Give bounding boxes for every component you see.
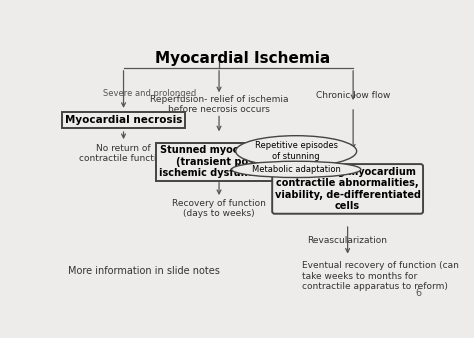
Text: No return of
contractile function: No return of contractile function [79,144,168,164]
Text: Myocardial Ischemia: Myocardial Ischemia [155,51,330,66]
Text: Revascularization: Revascularization [308,237,388,245]
Text: 6: 6 [415,288,421,298]
Text: Metabolic adaptation: Metabolic adaptation [252,165,341,174]
Text: Myocardial necrosis: Myocardial necrosis [65,115,182,125]
Text: Repetitive episodes
of stunning: Repetitive episodes of stunning [255,142,337,161]
Text: Reperfusion- relief of ischemia
before necrosis occurs: Reperfusion- relief of ischemia before n… [150,95,288,114]
Text: Recovery of function
(days to weeks): Recovery of function (days to weeks) [172,199,266,218]
Text: Eventual recovery of function (can
take weeks to months for
contractile apparatu: Eventual recovery of function (can take … [301,261,458,291]
Text: Chronic low flow: Chronic low flow [316,91,390,100]
Text: Severe and prolonged: Severe and prolonged [103,90,196,98]
Text: Hibernating myocardium
contractile abnormalities,
viability, de-differentiated
c: Hibernating myocardium contractile abnor… [274,167,420,211]
Text: More information in slide notes: More information in slide notes [68,266,220,276]
Text: Stunned myocardium
(transient post-
ischemic dysfunction): Stunned myocardium (transient post- isch… [159,145,279,178]
